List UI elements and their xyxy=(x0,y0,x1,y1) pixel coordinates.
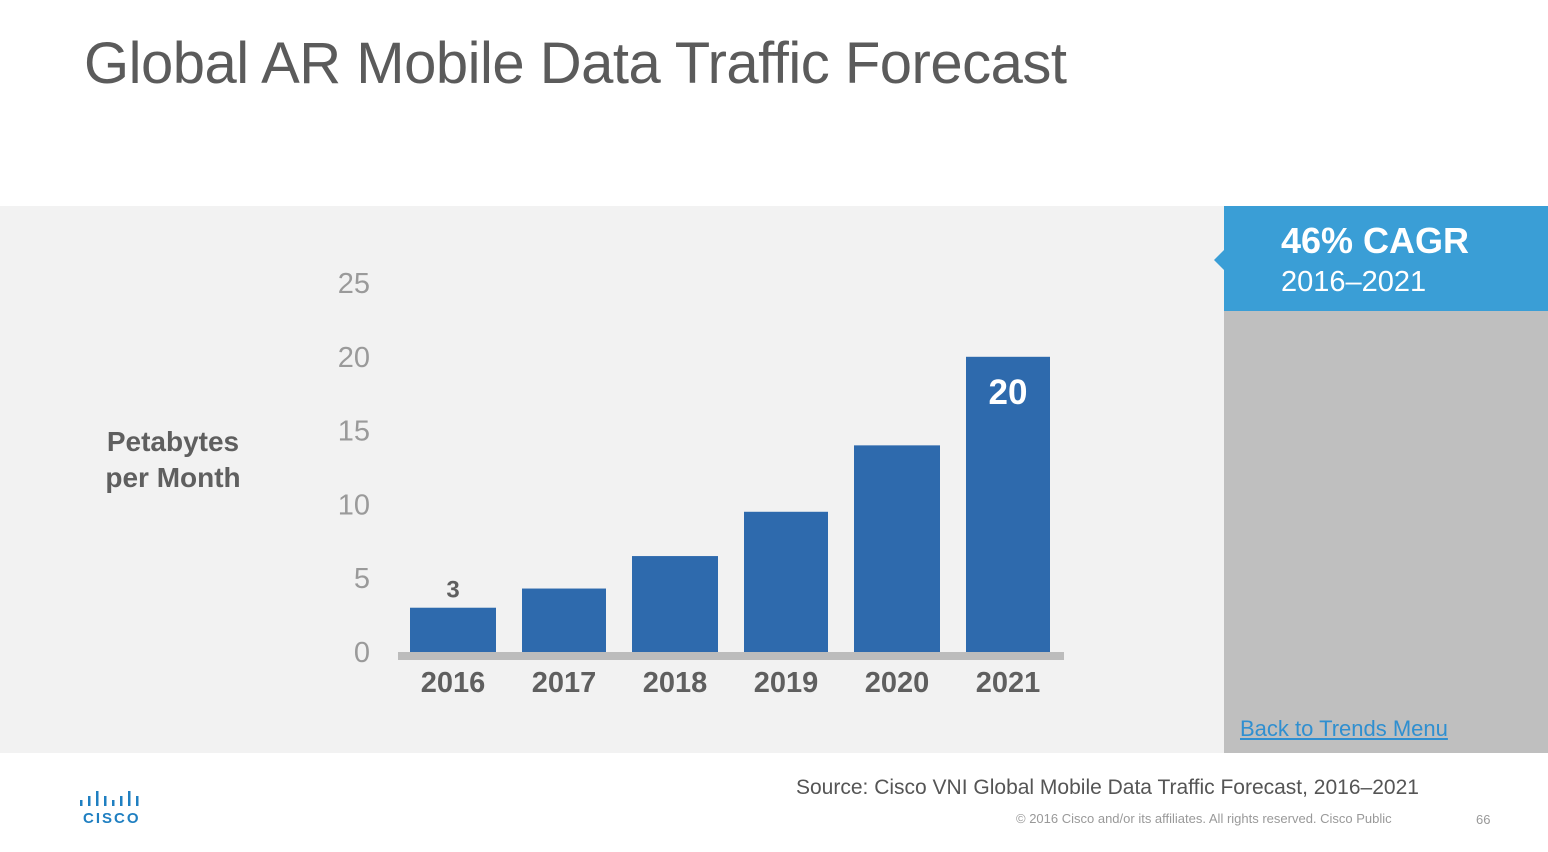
y-tick-label: 25 xyxy=(338,268,370,300)
cisco-bars-icon xyxy=(80,791,139,806)
cisco-wordmark: CISCO xyxy=(83,810,141,827)
back-to-trends-link[interactable]: Back to Trends Menu xyxy=(1240,716,1448,741)
bar-2021 xyxy=(966,356,1050,652)
copyright-text: © 2016 Cisco and/or its affiliates. All … xyxy=(1016,811,1392,826)
y-tick-label: 5 xyxy=(354,563,370,595)
source-note: Source: Cisco VNI Global Mobile Data Tra… xyxy=(796,776,1419,799)
cisco-logo: CISCO xyxy=(78,790,144,830)
callout-pointer xyxy=(1214,250,1224,270)
cagr-value: 46% CAGR xyxy=(1281,220,1470,261)
bar-2016 xyxy=(410,607,496,652)
x-tick-label: 2021 xyxy=(976,667,1041,699)
data-label: 3 xyxy=(446,577,459,604)
page-title: Global AR Mobile Data Traffic Forecast xyxy=(84,31,1067,96)
y-tick-label: 15 xyxy=(338,416,370,448)
x-tick-label: 2018 xyxy=(643,667,708,699)
y-tick-label: 10 xyxy=(338,489,370,521)
bar-2018 xyxy=(632,556,718,652)
y-tick-label: 20 xyxy=(338,342,370,374)
x-tick-label: 2019 xyxy=(754,667,819,699)
bar-2017 xyxy=(522,588,606,652)
cagr-callout xyxy=(1224,206,1548,311)
x-tick-label: 2016 xyxy=(421,667,486,699)
cagr-period: 2016–2021 xyxy=(1281,266,1427,298)
x-tick-label: 2017 xyxy=(532,667,597,699)
bar-2019 xyxy=(744,511,828,652)
bar-2020 xyxy=(854,445,940,652)
page-number: 66 xyxy=(1476,812,1491,827)
x-axis-line xyxy=(398,652,1064,660)
bar-chart: 0 5 10 15 20 25 2016 2017 2018 2019 2020 2021 3 20 xyxy=(338,268,1064,699)
y-axis-label: Petabytes per Month xyxy=(105,426,241,493)
data-label: 20 xyxy=(989,373,1028,412)
y-tick-label: 0 xyxy=(354,637,370,669)
x-tick-label: 2020 xyxy=(865,667,930,699)
